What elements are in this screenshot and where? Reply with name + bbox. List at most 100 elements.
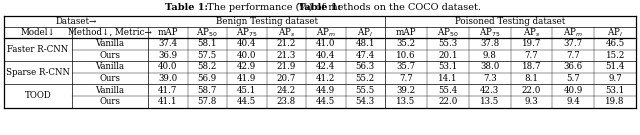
Text: 40.4: 40.4 [237,39,257,48]
Text: 42.4: 42.4 [316,63,335,72]
Text: 53.1: 53.1 [438,63,458,72]
Text: Model↓: Model↓ [20,28,56,37]
Text: 9.8: 9.8 [483,51,497,60]
Text: 44.5: 44.5 [316,97,335,106]
Text: 20.7: 20.7 [276,74,296,83]
Text: 7.3: 7.3 [483,74,497,83]
Text: 38.0: 38.0 [480,63,499,72]
Text: 37.4: 37.4 [158,39,177,48]
Text: 13.5: 13.5 [480,97,499,106]
Text: 40.9: 40.9 [564,86,583,95]
Text: 55.5: 55.5 [356,86,375,95]
Text: 18.7: 18.7 [522,63,541,72]
Text: 22.0: 22.0 [522,86,541,95]
Text: 42.9: 42.9 [237,63,257,72]
Text: AP$_l$: AP$_l$ [607,26,623,39]
Text: AP$_{50}$: AP$_{50}$ [196,26,218,39]
Text: 48.1: 48.1 [355,39,375,48]
Text: Table 1:: Table 1: [165,3,208,12]
Text: 55.4: 55.4 [438,86,458,95]
Text: 9.7: 9.7 [608,74,622,83]
Text: mAP: mAP [157,28,178,37]
Text: 51.4: 51.4 [605,63,625,72]
Text: 5.7: 5.7 [566,74,580,83]
Text: The performance (%) of methods on the COCO dataset.: The performance (%) of methods on the CO… [204,3,481,12]
Text: 42.3: 42.3 [480,86,499,95]
Text: AP$_s$: AP$_s$ [278,26,295,39]
Text: AP$_s$: AP$_s$ [523,26,540,39]
Text: mAP: mAP [396,28,416,37]
Text: 8.1: 8.1 [524,74,538,83]
Text: Ours: Ours [99,51,120,60]
Text: 35.7: 35.7 [396,63,415,72]
Text: Vanilla: Vanilla [95,86,125,95]
Text: 41.2: 41.2 [316,74,335,83]
Text: 41.1: 41.1 [158,97,177,106]
Text: 55.2: 55.2 [356,74,375,83]
Text: Method↓, Metric→: Method↓, Metric→ [68,28,152,37]
Text: 46.5: 46.5 [605,39,625,48]
Text: 40.4: 40.4 [316,51,335,60]
Text: AP$_{75}$: AP$_{75}$ [236,26,257,39]
Text: 57.8: 57.8 [198,97,217,106]
Text: Ours: Ours [99,74,120,83]
Text: 55.3: 55.3 [438,39,458,48]
Text: 7.7: 7.7 [399,74,413,83]
Text: 41.9: 41.9 [237,74,257,83]
Text: 39.2: 39.2 [396,86,415,95]
Text: 44.9: 44.9 [316,86,335,95]
Text: 19.7: 19.7 [522,39,541,48]
Text: 58.2: 58.2 [198,63,217,72]
Text: 47.4: 47.4 [356,51,375,60]
Text: 58.7: 58.7 [198,86,217,95]
Text: 23.8: 23.8 [276,97,296,106]
Text: 37.7: 37.7 [564,39,583,48]
Text: 58.1: 58.1 [198,39,217,48]
Text: 21.2: 21.2 [276,39,296,48]
Text: AP$_m$: AP$_m$ [563,26,583,39]
Text: 36.9: 36.9 [158,51,177,60]
Text: 39.0: 39.0 [158,74,177,83]
Text: 13.5: 13.5 [396,97,415,106]
Text: 22.0: 22.0 [438,97,458,106]
Text: Vanilla: Vanilla [95,63,125,72]
Text: 54.3: 54.3 [356,97,375,106]
Text: 41.7: 41.7 [158,86,177,95]
Text: 21.3: 21.3 [276,51,296,60]
Text: 24.2: 24.2 [276,86,296,95]
Text: AP$_l$: AP$_l$ [357,26,373,39]
Text: 10.6: 10.6 [396,51,415,60]
Text: 45.1: 45.1 [237,86,257,95]
Text: 14.1: 14.1 [438,74,458,83]
Text: 53.1: 53.1 [605,86,625,95]
Text: 7.7: 7.7 [525,51,538,60]
Text: AP$_{50}$: AP$_{50}$ [437,26,459,39]
Text: 9.3: 9.3 [525,97,538,106]
Text: Sparse R-CNN: Sparse R-CNN [6,68,70,77]
Text: AP$_{75}$: AP$_{75}$ [479,26,500,39]
Text: TOOD: TOOD [24,92,51,100]
Text: Faster R-CNN: Faster R-CNN [8,45,68,54]
Text: Poisoned Testing dataset: Poisoned Testing dataset [456,17,566,26]
Text: 20.1: 20.1 [438,51,458,60]
Text: AP$_m$: AP$_m$ [316,26,336,39]
Text: 56.9: 56.9 [198,74,217,83]
Text: 56.3: 56.3 [356,63,375,72]
Text: 40.0: 40.0 [237,51,257,60]
Text: Benign Testing dataset: Benign Testing dataset [216,17,317,26]
Text: 44.5: 44.5 [237,97,257,106]
Text: Vanilla: Vanilla [95,39,125,48]
Text: 19.8: 19.8 [605,97,625,106]
Text: 21.9: 21.9 [276,63,296,72]
Text: 41.0: 41.0 [316,39,335,48]
Text: Dataset→: Dataset→ [55,17,97,26]
Text: 57.5: 57.5 [198,51,217,60]
Text: 7.7: 7.7 [566,51,580,60]
Text: 35.2: 35.2 [396,39,415,48]
Text: 40.0: 40.0 [158,63,177,72]
Text: 15.2: 15.2 [605,51,625,60]
Text: Table 1:: Table 1: [298,3,342,12]
Text: Ours: Ours [99,97,120,106]
Text: 9.4: 9.4 [566,97,580,106]
Text: 36.6: 36.6 [564,63,583,72]
